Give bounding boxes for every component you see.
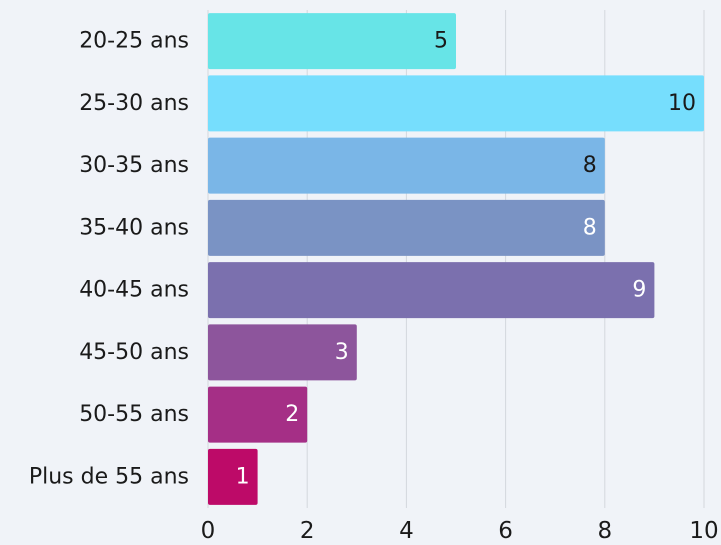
bar-3 [208,199,605,256]
bar-4 [208,262,655,319]
category-label-4: 40-45 ans [79,278,189,303]
category-label-6: 50-55 ans [79,402,189,427]
bar-1 [208,75,704,132]
value-label-5: 3 [335,340,349,365]
category-labels: 20-25 ans 25-30 ans 30-35 ans 35-40 ans 40-4… [29,29,189,490]
value-label-3: 8 [583,215,597,240]
value-label-6: 2 [285,402,299,427]
value-labels: 5 10 8 8 9 3 2 1 [236,29,696,490]
bars [208,13,704,505]
x-tick-label-0: 0 [201,518,216,544]
x-tick-label-2: 2 [300,518,315,544]
bar-2 [208,137,605,194]
value-label-2: 8 [583,153,597,178]
bar-6 [208,386,308,443]
value-label-1: 10 [668,91,696,116]
category-label-5: 45-50 ans [79,340,189,365]
bar-0 [208,13,456,70]
x-tick-label-6: 6 [498,518,513,544]
category-label-3: 35-40 ans [79,215,189,240]
value-label-4: 9 [632,278,646,303]
category-label-0: 20-25 ans [79,29,189,54]
bar-7 [208,448,258,505]
category-label-7: Plus de 55 ans [29,464,189,489]
x-axis-tick-labels: 0 2 4 6 8 10 [201,518,719,544]
category-label-2: 30-35 ans [79,153,189,178]
x-tick-label-8: 8 [597,518,612,544]
value-label-0: 5 [434,29,448,54]
value-label-7: 1 [236,464,250,489]
category-label-1: 25-30 ans [79,91,189,116]
x-tick-label-4: 4 [399,518,414,544]
bar-5 [208,324,357,381]
x-tick-label-10: 10 [689,518,718,544]
